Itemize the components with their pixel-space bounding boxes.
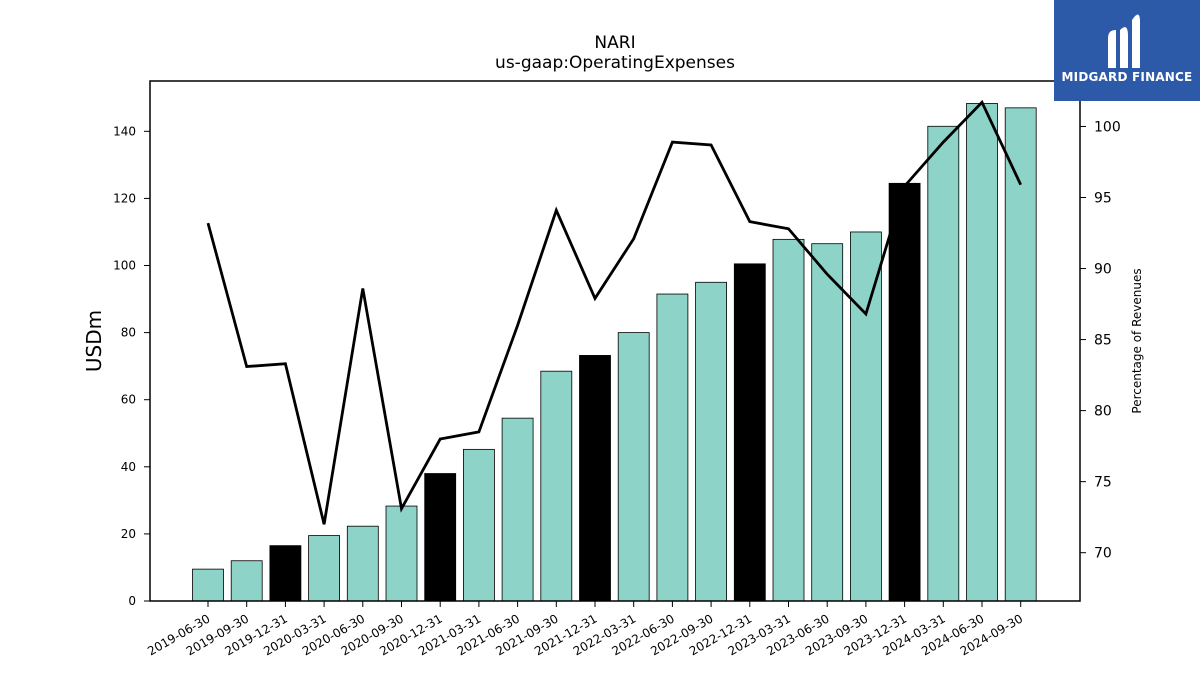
bar-2021-06-30 [501,417,534,602]
right-tick-label: 100 [1094,119,1121,135]
bar-2024-06-30 [966,103,998,602]
bar-2019-06-30 [192,568,224,602]
bar-2022-03-31 [617,332,650,602]
bar-2021-03-31 [462,448,495,602]
left-tick-label: 0 [128,594,136,608]
chart-subtitle: us-gaap:OperatingExpenses [495,53,735,73]
chart-title: NARI [594,33,635,53]
right-axis: 70 75 80 85 90 95 100 [1080,119,1121,562]
right-tick-label: 95 [1094,191,1112,207]
bar-2020-06-30 [346,525,379,602]
x-axis: 2019-06-302019-09-302019-12-312020-03-31… [145,601,1025,658]
brand-name: MIDGARD FINANCE [1061,70,1193,84]
bar-2023-06-30 [811,243,844,602]
bar-2021-09-30 [540,370,573,602]
bar-2020-03-31 [308,535,341,602]
bar-2019-12-31 [269,545,302,602]
bar-2022-06-30 [656,293,689,602]
bar-2020-12-31 [424,473,457,602]
left-tick-label: 60 [121,393,136,407]
bar-2022-09-30 [695,281,727,602]
left-tick-label: 100 [113,259,136,273]
right-tick-label: 75 [1094,475,1112,491]
right-axis-label: Percentage of Revenues [1130,268,1144,413]
bar-2023-03-31 [772,238,805,602]
percentage-line [206,99,1022,525]
left-tick-label: 120 [113,191,136,205]
left-axis: 0 20 40 60 80 100 120 140 [113,124,150,608]
line-series-layer [206,99,1022,525]
bar-2024-09-30 [1004,107,1037,602]
plot-frame [149,80,1081,602]
bar-series [192,103,1037,602]
bar-2023-12-31 [888,182,921,602]
bar-2020-09-30 [385,505,418,602]
midgard-m-icon [1108,14,1140,68]
left-tick-label: 20 [121,527,136,541]
right-tick-label: 80 [1094,404,1112,420]
bar-2024-03-31 [927,125,960,602]
bar-2023-09-30 [850,231,882,602]
left-tick-label: 40 [121,460,136,474]
left-axis-label: USDm [82,310,106,372]
right-tick-label: 85 [1094,333,1112,349]
bar-2022-12-31 [733,263,766,602]
left-tick-label: 80 [121,326,136,340]
bar-2019-09-30 [230,560,263,602]
midgard-finance-logo: MIDGARD FINANCE [1054,0,1200,101]
left-tick-label: 140 [113,124,136,138]
right-tick-label: 70 [1094,546,1112,562]
bar-2021-12-31 [579,355,611,602]
right-tick-label: 90 [1094,262,1112,278]
